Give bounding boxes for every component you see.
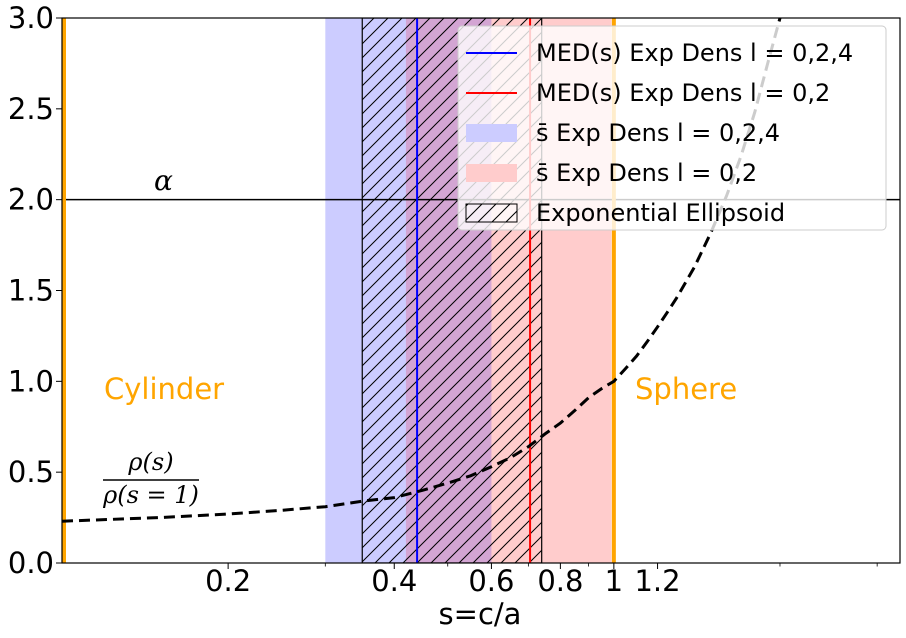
y-tick-label-5: 2.5 <box>8 92 54 126</box>
y-tick-label-1: 0.5 <box>8 455 54 489</box>
x-tick-label-3: 0.8 <box>537 564 583 598</box>
ratio-numerator: ρ(s) <box>127 448 173 476</box>
legend-label-3: s̄ Exp Dens l = 0,2 <box>536 159 757 187</box>
sphere-label: Sphere <box>635 372 737 406</box>
y-tick-label-0: 0.0 <box>8 546 54 580</box>
y-tick-label-3: 1.5 <box>8 274 54 308</box>
legend-label-0: MED(s) Exp Dens l = 0,2,4 <box>536 39 853 67</box>
x-tick-label-4: 1 <box>605 564 623 598</box>
y-tick-label-2: 1.0 <box>8 364 54 398</box>
legend-label-4: Exponential Ellipsoid <box>536 199 785 227</box>
x-tick-label-0: 0.2 <box>205 564 251 598</box>
x-tick-label-1: 0.4 <box>371 564 417 598</box>
ratio-denominator: ρ(s = 1) <box>102 481 199 509</box>
x-tick-label-2: 0.6 <box>468 564 514 598</box>
legend-label-2: s̄ Exp Dens l = 0,2,4 <box>536 119 780 147</box>
legend-label-1: MED(s) Exp Dens l = 0,2 <box>536 79 830 107</box>
x-axis-label: s=c/a <box>439 597 522 631</box>
legend-handle-3 <box>466 164 517 182</box>
ticks-layer: 0.0 0.5 1.0 1.5 2.0 2.5 3.0 0.2 0.4 0.6 0.8 1 1.2 <box>8 1 878 598</box>
annotation-layer: Cylinder Sphere α ρ(s) ρ(s = 1) <box>102 164 737 509</box>
legend-box <box>457 25 887 231</box>
x-tick-label-5: 1.2 <box>634 564 680 598</box>
legend-handle-4 <box>465 203 518 223</box>
y-tick-label-4: 2.0 <box>8 183 54 217</box>
cylinder-label: Cylinder <box>104 372 224 406</box>
alpha-label: α <box>154 164 173 197</box>
legend: MED(s) Exp Dens l = 0,2,4 MED(s) Exp Den… <box>457 25 887 231</box>
y-tick-label-6: 3.0 <box>8 1 54 35</box>
legend-handle-2 <box>466 124 517 142</box>
